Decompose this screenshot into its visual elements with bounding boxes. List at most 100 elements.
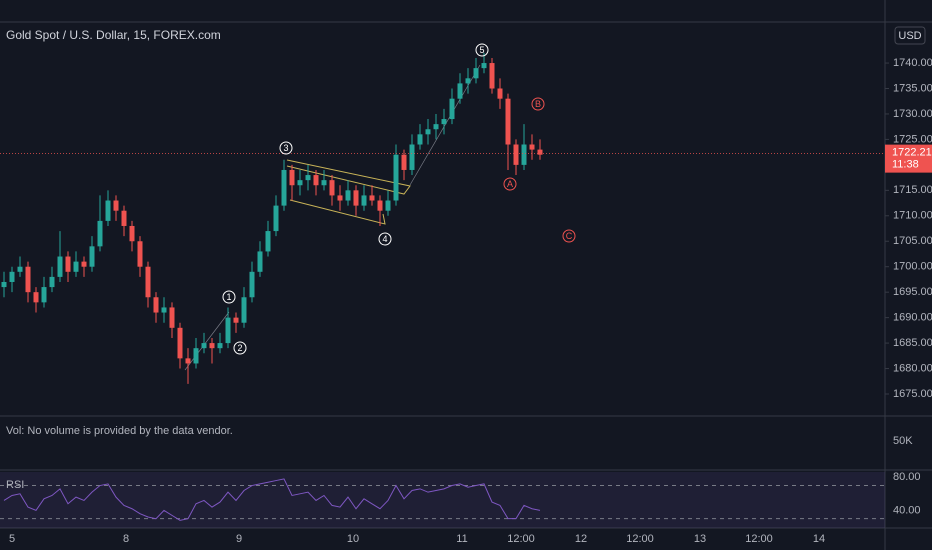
wave-label: 2: [237, 343, 242, 353]
candle-body: [449, 98, 455, 120]
chart-title: Gold Spot / U.S. Dollar, 15, FOREX.com: [6, 28, 221, 42]
candle-body: [425, 129, 431, 135]
candle-body: [1, 281, 7, 288]
x-tick-label: 5: [9, 533, 15, 545]
candle-body: [297, 180, 303, 186]
x-tick-label: 13: [694, 533, 706, 545]
wave-line: [184, 311, 230, 371]
candle-body: [185, 358, 191, 364]
y-tick-label: 1705.00: [893, 235, 932, 247]
wave-marker: [562, 229, 576, 243]
candle-body: [345, 190, 351, 201]
candle-body: [433, 124, 439, 130]
candle-body: [385, 200, 391, 211]
candle-body: [521, 144, 527, 165]
candle-body: [257, 251, 263, 272]
candle-body: [529, 144, 535, 150]
candle-body: [57, 256, 63, 277]
candle-body: [33, 292, 39, 303]
x-tick-label: 11: [456, 533, 467, 545]
x-tick-label: 12:00: [745, 533, 773, 545]
candle-body: [81, 261, 87, 267]
wave-marker: [531, 97, 545, 111]
channel-top: [286, 159, 411, 195]
y-tick-label: 1730.00: [893, 108, 932, 120]
currency-button[interactable]: [894, 26, 926, 45]
x-tick-label: 8: [123, 533, 129, 545]
x-tick-label: 10: [347, 533, 359, 545]
y-tick-label: 1710.00: [893, 210, 932, 222]
wave-label: 3: [283, 143, 288, 153]
candle-body: [313, 175, 319, 186]
y-tick-label: 1680.00: [893, 362, 932, 374]
candle-body: [129, 225, 135, 242]
candle-body: [201, 343, 207, 349]
y-tick-label: 1695.00: [893, 286, 932, 298]
candle-body: [281, 169, 287, 206]
wave-marker: [233, 341, 247, 355]
candle-body: [241, 297, 247, 323]
x-tick-label: 12: [575, 533, 587, 545]
channel-bottom: [289, 199, 386, 225]
candle-body: [65, 256, 71, 272]
wave-marker: [503, 177, 517, 191]
candle-body: [209, 343, 215, 349]
x-tick-label: 14: [813, 533, 825, 545]
candle-body: [353, 190, 359, 206]
rsi-tick-label: 40.00: [893, 504, 921, 516]
x-tick-label: 9: [236, 533, 242, 545]
wave-label: B: [535, 99, 541, 109]
candle-body: [49, 276, 55, 288]
candle-body: [25, 266, 31, 293]
y-tick-label: 1740.00: [893, 57, 932, 69]
candle-body: [153, 297, 159, 313]
rsi-line: [3, 478, 541, 521]
y-tick-label: 1675.00: [893, 388, 932, 400]
candle-body: [377, 200, 383, 211]
volume-note: Vol: No volume is provided by the data v…: [6, 425, 233, 437]
wave-label: 5: [479, 45, 484, 55]
candle-body: [233, 317, 239, 323]
candle-body: [361, 195, 367, 206]
wave-marker: [475, 43, 489, 57]
currency-label[interactable]: USD: [898, 30, 921, 42]
candle-body: [457, 83, 463, 99]
candle-body: [497, 88, 503, 99]
candle-body: [537, 149, 543, 155]
candle-body: [193, 348, 199, 364]
candle-body: [289, 169, 295, 186]
candle-body: [225, 317, 231, 344]
candle-body: [145, 266, 151, 298]
candle-body: [321, 180, 327, 186]
x-tick-label: 12:00: [507, 533, 535, 545]
candle-body: [9, 271, 15, 282]
candle-body: [337, 195, 343, 201]
wave-label: 4: [382, 234, 387, 244]
wave-marker: [378, 232, 392, 246]
countdown: 11:38: [892, 159, 919, 171]
candle-body: [17, 266, 23, 272]
candle-body: [473, 68, 479, 79]
volume-tick: 50K: [893, 435, 913, 447]
candle-body: [217, 343, 223, 349]
last-price-label: 1722.21: [892, 147, 932, 159]
rsi-tick-label: 80.00: [893, 471, 921, 483]
candle-body: [41, 287, 47, 303]
candle-body: [89, 246, 95, 267]
candle-body: [113, 200, 119, 211]
candle-body: [249, 271, 255, 298]
y-tick-label: 1690.00: [893, 312, 932, 324]
candle-body: [417, 134, 423, 145]
candle-body: [169, 307, 175, 328]
candle-body: [73, 261, 79, 272]
candle-body: [265, 231, 271, 252]
candle-body: [121, 210, 127, 226]
rsi-label: RSI: [6, 479, 24, 491]
candle-body: [505, 98, 511, 145]
wave-label: A: [507, 179, 513, 189]
candle-body: [305, 175, 311, 181]
wave-marker: [222, 290, 236, 304]
y-tick-label: 1735.00: [893, 82, 932, 94]
y-tick-label: 1715.00: [893, 184, 932, 196]
